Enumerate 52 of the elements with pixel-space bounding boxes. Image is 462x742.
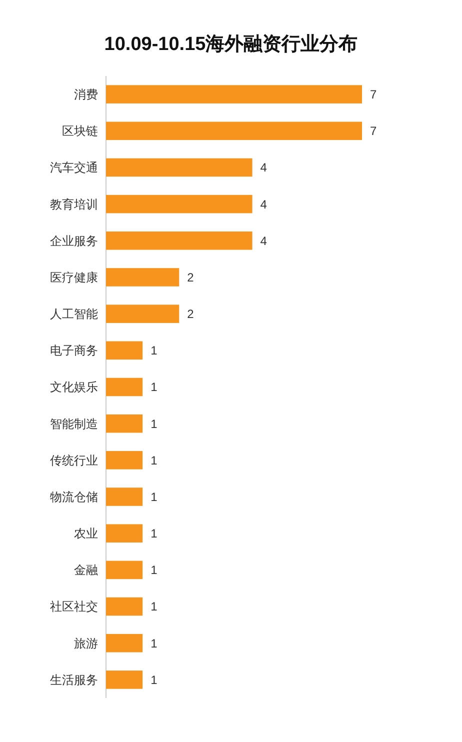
data-label: 1 bbox=[150, 563, 158, 578]
bar bbox=[106, 524, 143, 542]
bar bbox=[106, 268, 180, 286]
bar bbox=[106, 451, 143, 470]
y-tick-label: 教育培训 bbox=[50, 197, 98, 212]
y-tick-label: 农业 bbox=[74, 526, 98, 541]
data-label: 4 bbox=[260, 197, 268, 212]
bar bbox=[106, 670, 143, 689]
data-label: 1 bbox=[150, 672, 158, 687]
data-label: 4 bbox=[260, 234, 268, 248]
data-label: 2 bbox=[187, 307, 194, 322]
data-label: 1 bbox=[150, 380, 158, 394]
y-tick-label: 消费 bbox=[74, 87, 98, 102]
bar bbox=[106, 194, 252, 214]
bar bbox=[106, 488, 143, 506]
data-label: 1 bbox=[150, 490, 158, 504]
data-label: 1 bbox=[150, 344, 158, 358]
y-tick-label: 物流仓储 bbox=[50, 490, 98, 504]
y-tick-label: 社区社交 bbox=[50, 600, 98, 614]
y-tick-label: 金融 bbox=[74, 563, 98, 578]
y-tick-label: 电子商务 bbox=[50, 344, 98, 358]
data-label: 1 bbox=[150, 636, 158, 650]
data-label: 1 bbox=[150, 416, 158, 431]
y-tick-label: 文化娱乐 bbox=[50, 380, 98, 394]
y-tick-label: 旅游 bbox=[74, 636, 98, 650]
y-tick-label: 医疗健康 bbox=[50, 270, 98, 284]
y-tick-label: 智能制造 bbox=[50, 416, 98, 431]
chart-title: 10.09-10.15海外融资行业分布 bbox=[104, 33, 358, 55]
bar bbox=[106, 158, 252, 177]
data-label: 1 bbox=[150, 600, 158, 614]
y-tick-label: 区块链 bbox=[62, 124, 98, 138]
data-label: 1 bbox=[150, 526, 158, 541]
bar bbox=[106, 304, 180, 323]
y-tick-label: 人工智能 bbox=[50, 307, 98, 322]
bar bbox=[106, 341, 143, 360]
bar bbox=[106, 560, 143, 580]
data-label: 1 bbox=[150, 453, 158, 468]
y-tick-label: 汽车交通 bbox=[50, 160, 98, 175]
bar bbox=[106, 122, 362, 140]
bar bbox=[106, 634, 143, 652]
bar bbox=[106, 414, 143, 433]
bar bbox=[106, 378, 143, 396]
bar bbox=[106, 232, 252, 250]
data-label: 7 bbox=[370, 124, 377, 138]
data-label: 4 bbox=[260, 160, 268, 175]
data-label: 7 bbox=[370, 87, 377, 102]
y-tick-label: 生活服务 bbox=[50, 672, 98, 687]
y-tick-label: 传统行业 bbox=[50, 453, 98, 468]
data-label: 2 bbox=[187, 270, 194, 284]
bar bbox=[106, 597, 143, 616]
y-tick-label: 企业服务 bbox=[50, 234, 98, 248]
bar bbox=[106, 85, 362, 104]
